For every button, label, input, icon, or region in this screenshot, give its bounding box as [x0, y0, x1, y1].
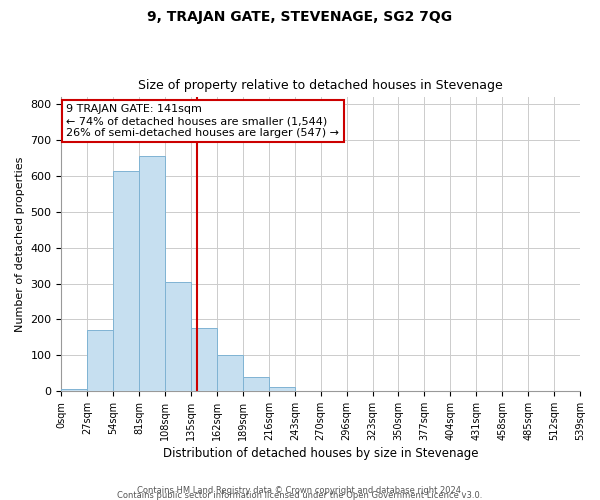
- Bar: [88, 330, 113, 391]
- Bar: [269, 388, 295, 391]
- Bar: [243, 376, 269, 391]
- Text: 9, TRAJAN GATE, STEVENAGE, SG2 7QG: 9, TRAJAN GATE, STEVENAGE, SG2 7QG: [148, 10, 452, 24]
- Bar: [113, 170, 139, 391]
- Text: Contains HM Land Registry data © Crown copyright and database right 2024.: Contains HM Land Registry data © Crown c…: [137, 486, 463, 495]
- Text: 9 TRAJAN GATE: 141sqm
← 74% of detached houses are smaller (1,544)
26% of semi-d: 9 TRAJAN GATE: 141sqm ← 74% of detached …: [66, 104, 339, 138]
- Y-axis label: Number of detached properties: Number of detached properties: [15, 156, 25, 332]
- Bar: [139, 156, 165, 391]
- Bar: [191, 328, 217, 391]
- Bar: [61, 389, 88, 391]
- X-axis label: Distribution of detached houses by size in Stevenage: Distribution of detached houses by size …: [163, 447, 478, 460]
- Bar: [217, 355, 243, 391]
- Title: Size of property relative to detached houses in Stevenage: Size of property relative to detached ho…: [139, 79, 503, 92]
- Text: Contains public sector information licensed under the Open Government Licence v3: Contains public sector information licen…: [118, 491, 482, 500]
- Bar: [165, 282, 191, 391]
